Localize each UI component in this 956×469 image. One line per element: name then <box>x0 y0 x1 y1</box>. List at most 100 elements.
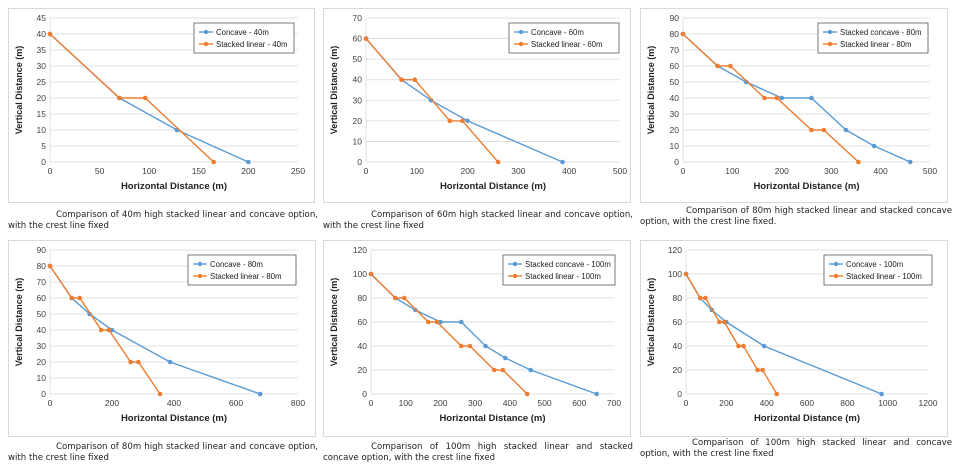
x-axis-title: Horizontal Distance (m) <box>439 413 545 424</box>
y-tick-label: 10 <box>37 125 47 135</box>
chart-panel-1: 0 5 10 15 20 25 30 35 40 45 0 50 100 150 200 250 Horizon… <box>8 8 315 203</box>
legend-box <box>823 254 933 286</box>
legend-box <box>817 22 929 54</box>
legend-marker <box>827 29 833 35</box>
x-tick-label: 500 <box>923 166 937 176</box>
y-tick-label: 25 <box>37 77 47 87</box>
data-point-orange <box>774 391 780 397</box>
data-point-orange <box>715 63 720 69</box>
y-tick-label: 30 <box>37 341 47 351</box>
data-point-orange <box>741 343 746 349</box>
y-axis-title: Vertical Distance (m) <box>646 278 656 367</box>
y-tick-label: 60 <box>358 317 368 327</box>
figure-caption: Comparison of 100m high stacked linear a… <box>640 438 952 459</box>
y-tick-label: 70 <box>37 277 47 287</box>
legend-marker <box>197 261 203 267</box>
y-tick-label: 0 <box>41 157 46 167</box>
data-point-orange <box>368 271 374 277</box>
data-point-blue <box>779 95 785 101</box>
x-tick-label: 300 <box>511 166 525 176</box>
y-tick-label: 40 <box>37 325 47 335</box>
legend-marker <box>833 273 839 279</box>
legend-marker <box>197 273 203 279</box>
figure-caption: Comparison of 80m high stacked linear an… <box>8 442 318 463</box>
x-tick-label: 700 <box>607 398 621 408</box>
y-tick-label: 40 <box>358 341 368 351</box>
data-point-blue <box>246 159 251 165</box>
figure-caption: Comparison of 80m high stacked linear an… <box>640 206 952 227</box>
x-tick-label: 400 <box>167 398 181 408</box>
data-point-orange <box>821 127 827 133</box>
data-point-orange <box>495 159 501 165</box>
x-tick-label: 0 <box>369 398 374 408</box>
x-tick-label: 200 <box>433 398 447 408</box>
y-tick-label: 45 <box>37 13 47 23</box>
data-point-orange <box>736 343 741 349</box>
x-tick-label: 100 <box>725 166 739 176</box>
data-point-orange <box>47 263 53 269</box>
legend-marker <box>512 273 518 279</box>
data-point-orange <box>98 327 104 333</box>
chart-svg: 0 20 40 60 80 100 120 0 100 200 300 400 500 600 700 Hor… <box>323 240 631 437</box>
legend-label: Stacked linear - 100m <box>525 272 601 281</box>
data-point-orange <box>136 359 141 365</box>
legend-marker <box>518 29 524 35</box>
x-tick-label: 300 <box>468 398 482 408</box>
legend-marker <box>512 261 518 267</box>
legend-marker <box>203 29 209 35</box>
x-axis-title: Horizontal Distance (m) <box>121 181 227 192</box>
data-point-orange <box>47 31 53 37</box>
series-line-orange <box>370 273 528 395</box>
x-tick-label: 200 <box>105 398 119 408</box>
y-tick-label: 40 <box>353 75 363 85</box>
x-tick-label: 500 <box>613 166 627 176</box>
data-point-blue <box>438 319 443 325</box>
x-axis-title: Horizontal Distance (m) <box>753 181 859 192</box>
data-point-blue <box>167 359 173 365</box>
y-tick-label: 80 <box>37 261 47 271</box>
x-tick-label: 600 <box>572 398 586 408</box>
y-tick-label: 90 <box>37 245 47 255</box>
y-tick-label: 80 <box>358 293 368 303</box>
data-point-orange <box>716 319 722 325</box>
x-tick-label: 300 <box>824 166 838 176</box>
x-tick-label: 500 <box>537 398 551 408</box>
y-tick-label: 40 <box>673 341 683 351</box>
legend-label: Stacked linear - 80m <box>840 40 912 49</box>
y-axis-title: Vertical Distance (m) <box>329 278 339 367</box>
x-tick-label: 0 <box>48 398 53 408</box>
data-point-orange <box>680 31 686 37</box>
y-tick-label: 60 <box>673 317 683 327</box>
series-line-blue <box>682 33 911 163</box>
data-point-orange <box>157 391 163 397</box>
y-tick-label: 50 <box>670 77 680 87</box>
data-point-orange <box>69 295 74 301</box>
data-point-blue <box>503 355 508 361</box>
x-tick-label: 800 <box>840 398 854 408</box>
y-axis-title: Vertical Distance (m) <box>329 46 339 135</box>
data-point-orange <box>447 118 453 124</box>
chart-svg: 0 10 20 30 40 50 60 70 0 100 200 300 400 500 Horizonta… <box>323 8 631 203</box>
data-point-blue <box>843 127 849 133</box>
y-tick-label: 20 <box>37 93 47 103</box>
chart-svg: 0 5 10 15 20 25 30 35 40 45 0 50 100 150 200 250 Horizon… <box>8 8 315 203</box>
y-axis-title: Vertical Distance (m) <box>14 278 24 367</box>
x-tick-label: 200 <box>719 398 733 408</box>
y-tick-label: 10 <box>353 136 363 146</box>
legend-label: Stacked linear - 60m <box>531 40 603 49</box>
y-tick-label: 100 <box>353 269 367 279</box>
x-tick-label: 0 <box>48 166 53 176</box>
data-point-orange <box>762 95 767 101</box>
data-point-blue <box>560 159 565 165</box>
series-line-orange <box>49 33 215 163</box>
data-point-blue <box>871 143 877 149</box>
data-point-blue <box>483 343 488 349</box>
y-tick-label: 20 <box>37 357 47 367</box>
y-tick-label: 30 <box>670 109 680 119</box>
legend-marker <box>518 41 524 47</box>
x-axis-title: Horizontal Distance (m) <box>440 181 546 192</box>
data-point-orange <box>460 118 465 124</box>
data-point-orange <box>393 295 398 301</box>
data-point-orange <box>434 319 440 325</box>
